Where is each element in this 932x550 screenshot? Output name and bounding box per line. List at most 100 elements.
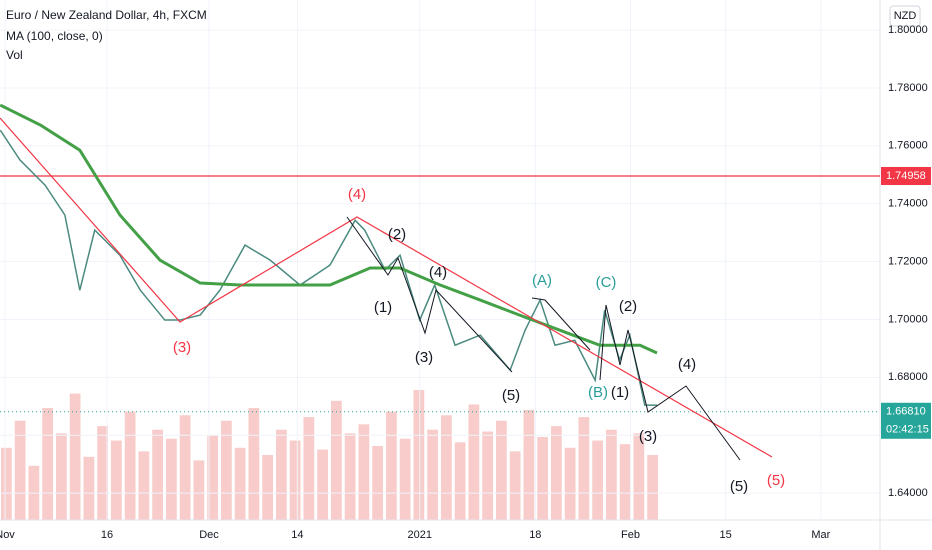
wave-label: (5) xyxy=(502,387,520,404)
grid-layer xyxy=(0,0,880,520)
volume-bar xyxy=(468,404,480,520)
volume-bar xyxy=(14,420,26,520)
countdown: 02:42:15 xyxy=(886,424,929,436)
wave-label: (3) xyxy=(639,428,657,445)
volume-bar xyxy=(207,435,218,520)
volume-bar xyxy=(262,455,273,520)
wave-line xyxy=(346,216,513,373)
wave-label: (3) xyxy=(173,339,191,356)
y-tick-label: 1.74000 xyxy=(888,198,928,210)
plot-layer xyxy=(0,103,880,413)
volume-bar xyxy=(482,431,493,520)
volume-bar xyxy=(69,393,81,520)
volume-bar xyxy=(152,429,163,520)
volume-bar xyxy=(83,456,95,520)
currency[interactable]: NZD xyxy=(894,10,917,22)
volume-bar xyxy=(564,447,576,520)
wave-label: (3) xyxy=(415,349,433,366)
volume-bar xyxy=(331,400,342,520)
y-tick-label: 1.80000 xyxy=(888,24,928,36)
volume-bar xyxy=(386,411,397,520)
last-price-label: 1.66810 xyxy=(886,406,926,418)
wave-label: (2) xyxy=(619,298,637,315)
volume-bar xyxy=(234,447,246,520)
wave-label: (A) xyxy=(532,272,552,289)
volume-bar xyxy=(551,426,562,520)
volume-bar xyxy=(496,420,507,520)
y-tick-label: 1.78000 xyxy=(888,82,928,94)
series-line xyxy=(0,129,658,406)
x-tick-label: 18 xyxy=(529,529,541,541)
x-tick-label: Feb xyxy=(621,529,640,541)
hline-label-box xyxy=(881,166,931,185)
currency-box[interactable] xyxy=(889,5,921,27)
volume-bar xyxy=(344,433,356,520)
wave-line xyxy=(531,297,591,351)
volume-bar xyxy=(179,415,191,520)
volume-bar xyxy=(399,438,411,520)
volume-bar xyxy=(427,429,438,520)
chart-title: Euro / New Zealand Dollar, 4h, FXCM xyxy=(6,8,207,22)
volume-bar xyxy=(111,440,122,520)
hline-label: 1.74958 xyxy=(886,170,926,182)
wave-label: (1) xyxy=(611,384,629,401)
volume-bar xyxy=(42,408,53,520)
annotations: (4)(3)(2)(1)(4)(3)(5)(A)(B)(C)(2)(1)(3)(… xyxy=(173,186,785,495)
x-tick-label: Dec xyxy=(199,529,219,541)
volume-bar xyxy=(592,440,603,520)
x-tick-label: 15 xyxy=(720,529,732,541)
volume-bar xyxy=(276,429,287,520)
volume-label: Vol xyxy=(6,48,23,62)
wave-line xyxy=(599,304,741,461)
volume-bar xyxy=(138,451,150,520)
wave-label: (4) xyxy=(429,264,447,281)
indicator-label: MA (100, close, 0) xyxy=(6,29,103,43)
volume-bar xyxy=(523,409,535,520)
volume-bar xyxy=(248,408,260,520)
wave-label: (2) xyxy=(388,226,406,243)
volume-bar xyxy=(124,411,136,520)
volume-bar xyxy=(441,415,452,520)
volume-bar xyxy=(372,445,383,520)
wave-label: (4) xyxy=(348,186,366,203)
wave-label: (4) xyxy=(678,356,696,373)
x-tick-label: Mar xyxy=(811,529,830,541)
x-tick-label: 2021 xyxy=(407,529,431,541)
y-tick-label: 1.64000 xyxy=(888,487,928,499)
y-tick-label: 1.76000 xyxy=(888,140,928,152)
volume-bar xyxy=(166,438,177,520)
volume-bar xyxy=(97,426,108,520)
volume-bar xyxy=(56,433,67,520)
volume-bar xyxy=(413,390,425,520)
volume-bar xyxy=(647,455,658,520)
y-tick-label: 1.68000 xyxy=(888,371,928,383)
wave-label: (C) xyxy=(596,274,617,291)
wave-label: (5) xyxy=(767,472,785,489)
volume-bar xyxy=(578,417,590,520)
last-price-box xyxy=(881,402,931,439)
volume-bar xyxy=(606,429,617,520)
y-tick-label: 1.72000 xyxy=(888,255,928,267)
x-tick-label: 16 xyxy=(101,529,113,541)
volume-bar xyxy=(619,444,631,520)
volume-bar xyxy=(509,451,521,520)
trend-line xyxy=(0,117,773,458)
volume-bar xyxy=(193,460,205,520)
volume-bar xyxy=(1,447,12,520)
volume-bar xyxy=(537,436,548,520)
series-line xyxy=(0,103,658,355)
volume-bar xyxy=(317,449,328,520)
volume-bar xyxy=(303,417,315,520)
volume-layer xyxy=(1,390,658,520)
volume-bar xyxy=(289,440,301,520)
x-tick-label: Nov xyxy=(0,529,15,541)
x-tick-label: 14 xyxy=(291,529,303,541)
wave-label: (B) xyxy=(588,384,608,401)
wave-label: (1) xyxy=(374,299,392,316)
volume-bar xyxy=(221,420,232,520)
volume-bar xyxy=(454,442,466,520)
wave-label: (5) xyxy=(730,478,748,495)
y-tick-label: 1.70000 xyxy=(888,313,928,325)
volume-bar xyxy=(358,424,370,520)
